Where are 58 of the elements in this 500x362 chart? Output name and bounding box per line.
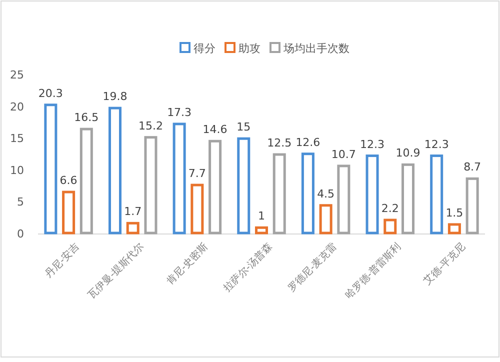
bar: [272, 153, 286, 234]
bar: [430, 154, 444, 234]
data-label: 15.2: [138, 119, 163, 132]
y-tick-label: 10: [10, 164, 24, 177]
x-tick-label: 丹尼-安吉: [42, 240, 82, 280]
bar: [384, 218, 397, 234]
data-label: 12.3: [424, 138, 449, 151]
x-tick-label: 拉萨尔-汤普森: [221, 240, 275, 294]
bar: [254, 226, 268, 234]
y-tick-label: 5: [17, 196, 24, 209]
bar: [337, 164, 350, 234]
data-label: 19.8: [102, 90, 128, 104]
bar: [62, 190, 76, 234]
data-label: 6.6: [60, 174, 78, 188]
legend-label: 场均出手次数: [282, 42, 350, 55]
data-label: 2.2: [381, 202, 399, 216]
data-label: 20.3: [38, 86, 63, 100]
bar: [319, 204, 332, 234]
bar: [108, 106, 122, 234]
data-label: 12.6: [296, 136, 320, 149]
y-tick-label: 25: [10, 68, 24, 82]
data-label: 1.7: [124, 205, 142, 218]
bar: [126, 222, 140, 234]
bar: [301, 152, 314, 234]
y-tick-label: 0: [17, 228, 24, 241]
data-label: 1.5: [446, 206, 464, 220]
bar: [190, 184, 204, 234]
data-label: 15: [236, 120, 251, 134]
data-label: 4.5: [317, 187, 335, 200]
bar: [208, 140, 222, 234]
x-tick-label: 肯尼-史密斯: [164, 240, 210, 288]
x-tick-label: 哈罗德-普雷斯利: [342, 240, 404, 302]
data-label: 16.5: [74, 111, 99, 124]
x-tick-label: 艾德-平克尼: [421, 240, 468, 288]
bar: [401, 163, 414, 234]
bar: [144, 136, 158, 234]
x-tick-label: 瓦伊曼-提斯代尔: [86, 240, 146, 302]
legend-label: 助攻: [238, 42, 260, 55]
bar: [237, 137, 250, 234]
y-tick-label: 15: [10, 132, 24, 146]
data-label: 1: [258, 210, 265, 223]
data-label: 7.7: [188, 167, 206, 180]
data-label: 14.6: [202, 123, 228, 136]
bar: [466, 177, 479, 234]
bar: [44, 104, 58, 234]
data-label: 10.7: [331, 148, 356, 161]
bar: [366, 154, 379, 234]
data-label: 10.9: [396, 146, 420, 160]
y-tick-label: 20: [10, 100, 24, 114]
bar: [172, 122, 186, 234]
data-label: 12.3: [360, 138, 385, 151]
bar: [448, 223, 461, 234]
x-tick-label: 罗德尼-麦克雷: [286, 240, 340, 294]
data-label: 12.5: [267, 136, 292, 150]
data-label: 17.3: [167, 106, 192, 119]
bar: [80, 128, 93, 234]
legend-label: 得分: [194, 42, 216, 55]
data-label: 8.7: [464, 160, 482, 174]
